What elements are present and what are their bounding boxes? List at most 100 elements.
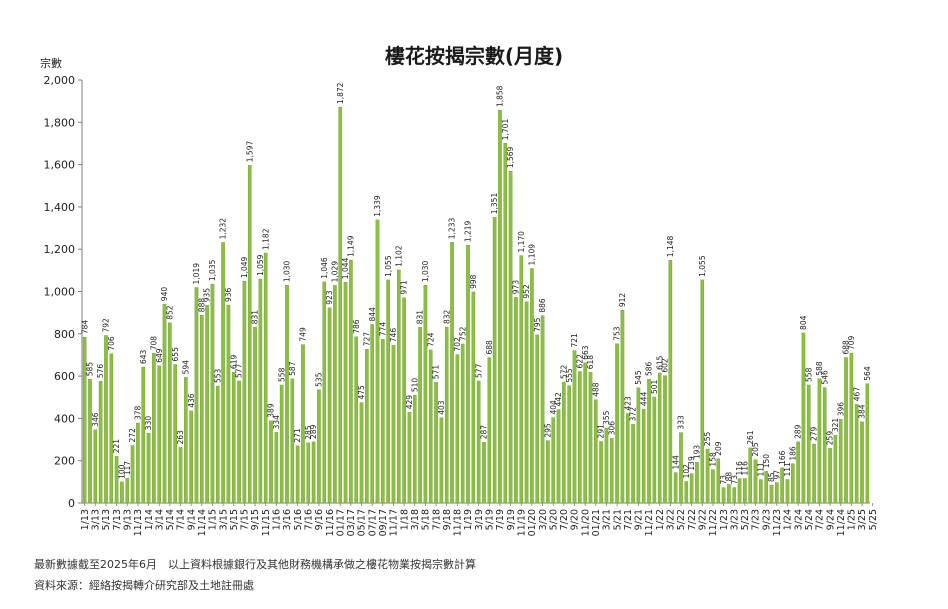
bar-data-label: 831 [251,310,260,325]
bar [530,268,534,504]
x-tick-label: 11/14 [197,509,208,536]
bar-data-label: 291 [597,424,606,439]
bar-data-label: 372 [629,407,638,422]
x-tick-label: 5/23 [740,509,751,530]
x-tick-label: 7/18 [431,509,442,530]
y-tick-label: 0 [68,497,75,510]
bar [199,315,204,504]
x-tick-label: 5/19 [485,509,496,530]
bar [439,417,444,504]
bar-data-label: 535 [315,372,324,387]
bar [508,171,513,504]
bar [556,409,561,504]
bar-data-label: 702 [453,337,462,352]
bar-data-label: 209 [714,441,723,456]
bar [152,353,156,504]
bar [455,354,460,504]
bar-data-label: 289 [309,424,318,439]
bar-data-label: 1,219 [464,220,473,242]
bar-data-label: 444 [639,392,648,407]
bar-data-label: 1,182 [261,228,270,250]
bar [647,378,651,504]
bar [769,484,774,504]
bar [695,462,699,504]
x-tick-label: 9/13 [122,509,133,530]
bar [503,143,508,504]
bar-data-label: 259 [826,431,835,446]
x-tick-label: 11/13 [133,509,144,536]
bar [471,291,476,504]
bar-data-label: 792 [102,318,111,333]
x-tick-label: 9/19 [506,509,517,530]
x-tick-label: 11/20 [580,509,591,536]
x-tick-label: 5/14 [165,509,176,530]
y-tick-label: 1,800 [44,116,76,129]
bar-data-label: 1,030 [283,260,292,282]
bar [721,487,726,504]
x-tick-label: 5/22 [676,509,687,530]
x-tick-label: 11/16 [325,509,336,536]
bar-data-label: 346 [91,412,100,427]
bar-data-label: 923 [325,290,334,305]
bar [476,380,481,504]
bar [567,385,571,504]
bar [833,434,838,504]
bar-data-label: 285 [304,425,313,440]
x-tick-label: 3/23 [729,509,740,530]
bar [551,417,555,504]
bar [391,345,396,504]
y-tick-label: 200 [54,455,75,468]
bar-data-label: 952 [522,284,531,299]
x-tick-label: 01/21 [591,509,602,536]
y-tick-label: 1,600 [44,159,76,172]
bar-data-label: 1,351 [490,193,499,215]
bar-data-label: 85 [767,472,776,482]
bar [194,287,199,504]
bar-data-label: 1,233 [448,218,457,240]
bar-data-label: 429 [405,395,414,410]
bar [370,324,374,504]
bar [785,479,790,504]
bar-data-label: 384 [858,404,867,419]
bar [578,371,582,504]
bar-data-label: 615 [655,355,664,370]
bar-data-label: 1,872 [336,82,345,104]
bar [540,315,545,504]
bar [184,377,188,504]
x-tick-label: 11/22 [708,509,719,536]
bar-data-label: 475 [357,385,366,400]
bar-data-label: 186 [788,446,797,461]
bar-data-label: 116 [740,461,749,476]
y-tick-label: 2,000 [44,74,76,87]
bar [860,421,864,504]
bar [572,350,577,504]
bar [780,467,784,504]
footnote-data-note: 最新數據截至2025年6月 以上資料根據銀行及其他財務機構承做之樓花物業按揭宗數… [34,558,476,571]
x-tick-label: 7/20 [559,509,570,530]
bar [535,334,540,504]
x-tick-label: 9/22 [697,509,708,530]
x-tick-label: 11/18 [453,509,464,536]
bar-data-label: 139 [687,456,696,471]
bar [418,327,422,504]
bar-data-label: 804 [799,315,808,330]
x-tick-label: 3/13 [91,509,102,530]
bar [93,429,98,504]
bar-data-label: 102 [682,464,691,479]
bar-data-label: 1,109 [528,244,537,266]
x-tick-label: 7/23 [751,509,762,530]
x-tick-label: 5/24 [804,509,815,530]
x-tick-label: 9/15 [250,509,261,530]
bar-data-label: 795 [533,317,542,332]
bar-data-label: 100 [118,464,127,479]
bar-data-label: 488 [591,382,600,397]
bar-data-label: 774 [378,322,387,337]
bar-data-label: 1,046 [320,257,329,279]
bar-data-label: 306 [607,421,616,436]
bar [822,387,827,504]
bar-data-label: 73 [719,475,728,485]
x-tick-label: 3/16 [282,509,293,530]
bar-data-label: 587 [288,361,297,376]
bar-data-label: 321 [831,418,840,433]
